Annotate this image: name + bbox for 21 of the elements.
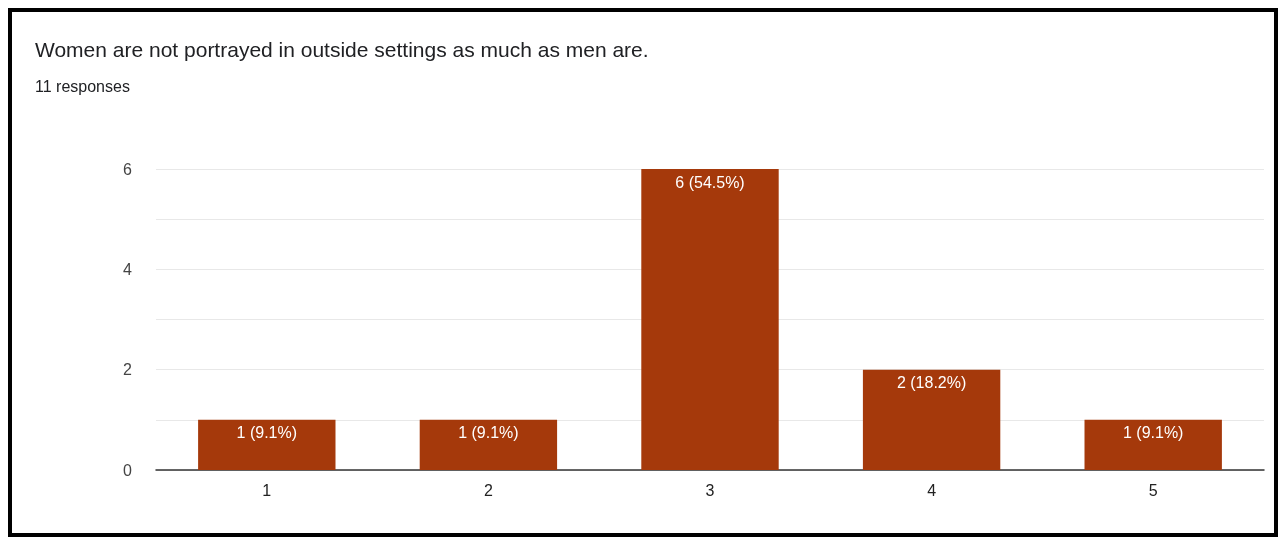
chart-title: Women are not portrayed in outside settings as much as men are. [35, 38, 649, 61]
x-tick-label: 5 [1148, 481, 1158, 499]
y-tick-label: 2 [123, 361, 133, 379]
data-label: 1 (9.1%) [458, 424, 519, 442]
y-tick-label: 6 [123, 160, 133, 178]
chart-subtitle: 11 responses [35, 77, 130, 95]
data-label: 2 (18.2%) [896, 374, 967, 392]
data-label: 1 (9.1%) [236, 424, 298, 442]
data-label: 1 (9.1%) [1122, 424, 1184, 442]
y-tick-label: 4 [123, 260, 133, 278]
x-tick-label: 2 [483, 481, 493, 499]
y-tick-label: 0 [123, 461, 133, 479]
x-tick-label: 3 [705, 481, 715, 499]
bar [419, 419, 558, 470]
bar [198, 419, 336, 470]
bar [641, 169, 779, 470]
x-tick-label: 4 [927, 481, 937, 499]
bar [862, 369, 1001, 470]
data-label: 6 (54.5%) [675, 173, 745, 191]
bar [1084, 419, 1222, 470]
x-tick-label: 1 [262, 481, 272, 499]
